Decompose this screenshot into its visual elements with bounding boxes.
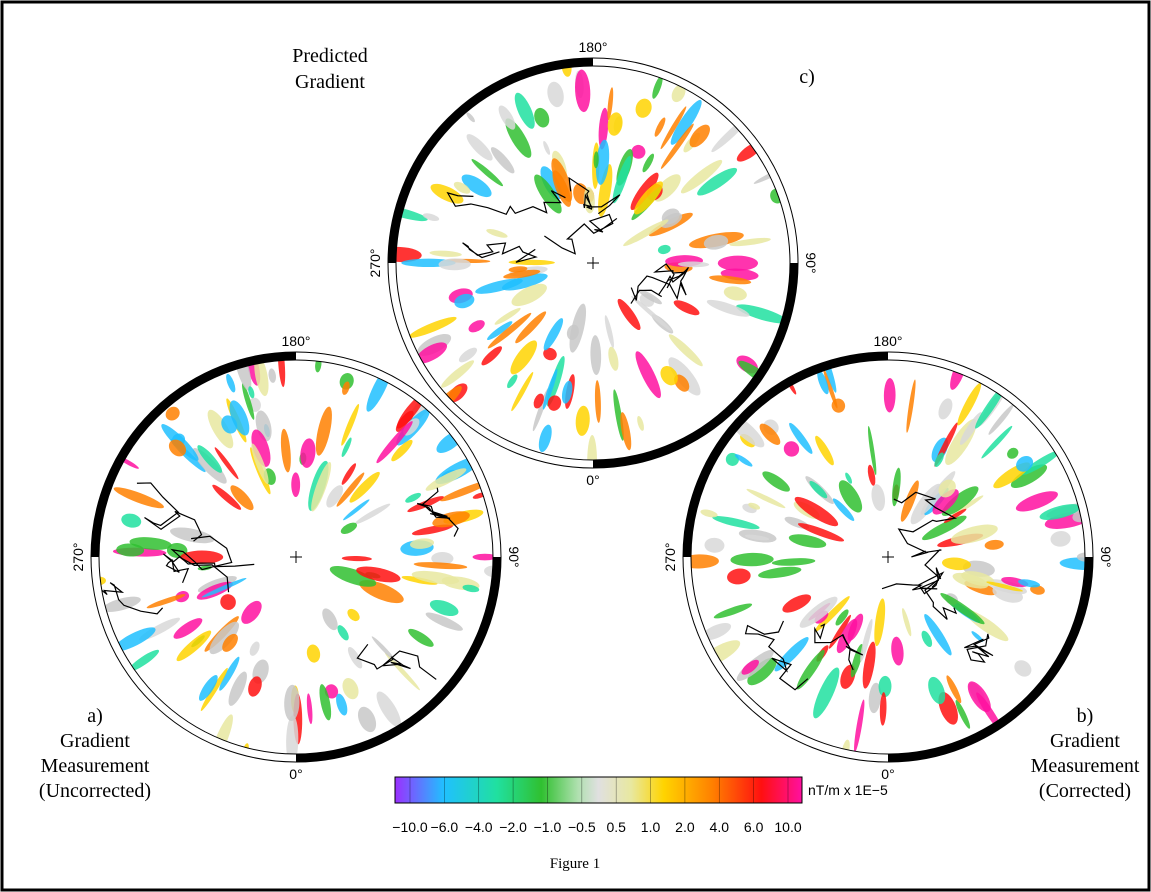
- colorbar-tick-label: 4.0: [710, 819, 730, 835]
- panel-label: Gradient: [1050, 730, 1120, 752]
- degree-label: 0°: [881, 766, 894, 782]
- panel-title: Predicted: [292, 45, 368, 67]
- colorbar-tick-label: 1.0: [641, 819, 661, 835]
- degree-label: 90°: [506, 546, 522, 567]
- panel-title: Gradient: [295, 71, 365, 93]
- colorbar: [395, 777, 802, 803]
- degree-label: 180°: [579, 39, 608, 55]
- degree-label: 90°: [803, 252, 819, 273]
- degree-label: 180°: [282, 333, 311, 349]
- colorbar-tick-label: −10.0: [392, 819, 428, 835]
- degree-label: 0°: [586, 472, 599, 488]
- colorbar-tick-label: −6.0: [431, 819, 459, 835]
- panel-label: (Corrected): [1039, 780, 1131, 802]
- panel-label: a): [87, 705, 103, 727]
- panel-label: c): [799, 66, 815, 88]
- degree-label: 270°: [70, 543, 86, 572]
- degree-label: 270°: [367, 249, 383, 278]
- degree-label: 0°: [289, 766, 302, 782]
- colorbar-tick-label: −1.0: [534, 819, 562, 835]
- colorbar-tick-label: 6.0: [744, 819, 764, 835]
- page: nT/m x 1E−5 Figure 1 180° 0° 270° 90° 180° 0°…: [0, 0, 1151, 892]
- panel-label: Gradient: [60, 730, 130, 752]
- panel-label: Measurement: [1031, 755, 1140, 777]
- caption: Figure 1: [550, 856, 600, 872]
- colorbar-tick-label: −0.5: [568, 819, 596, 835]
- degree-label: 90°: [1098, 546, 1114, 567]
- figure: nT/m x 1E−5 Figure 1 180° 0° 270° 90° 180° 0°…: [0, 0, 1151, 892]
- degree-label: 270°: [662, 543, 678, 572]
- degree-label: 180°: [874, 333, 903, 349]
- colorbar-tick-label: 10.0: [774, 819, 801, 835]
- colorbar-tick-label: 2.0: [675, 819, 695, 835]
- colorbar-tick-label: −2.0: [499, 819, 527, 835]
- colorbar-tick-label: −4.0: [465, 819, 493, 835]
- panel-label: Measurement: [41, 755, 150, 777]
- panel-label: b): [1077, 705, 1094, 727]
- colorbar-unit: nT/m x 1E−5: [808, 782, 888, 798]
- colorbar-tick-label: 0.5: [606, 819, 626, 835]
- panel-label: (Uncorrected): [39, 780, 151, 802]
- data-streak: [180, 551, 223, 564]
